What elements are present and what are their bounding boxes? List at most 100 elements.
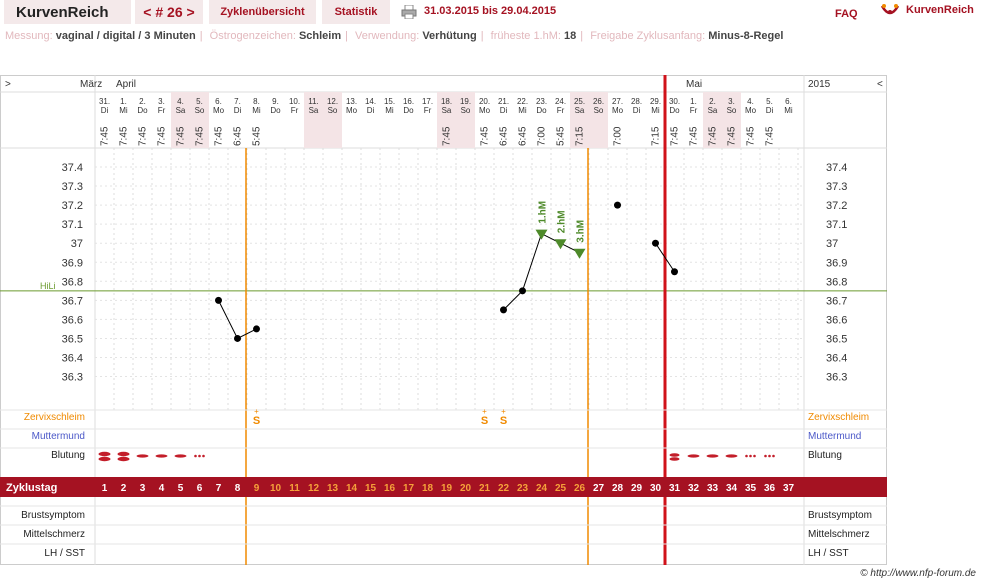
- hili-label: HiLi: [40, 281, 56, 291]
- day-number: 21.: [498, 97, 509, 106]
- day-number: 20.: [479, 97, 490, 106]
- high-marker-label: 1.hM: [538, 201, 549, 224]
- weekend-shade: [171, 92, 190, 148]
- bleeding-heavy-mark: [669, 453, 680, 457]
- y-tick-left: 37.2: [62, 200, 83, 212]
- cervix-mark-sup: +: [482, 407, 487, 416]
- y-tick-right: 36.5: [826, 333, 847, 345]
- row-breast-symptom-label-right: Brustsymptom: [808, 510, 872, 521]
- bleeding-heavy-mark: [98, 456, 111, 462]
- top-bar: KurvenReich < # 26 > Zyklenübersicht Sta…: [0, 0, 981, 26]
- kurvenreich-logo-icon: [880, 4, 900, 15]
- temperature-point: [234, 334, 241, 342]
- cycle-day-number: 34: [726, 483, 738, 494]
- sign-label: Östrogenzeichen:: [209, 30, 296, 42]
- month-label-march: März: [80, 79, 102, 90]
- weekend-shade: [722, 92, 741, 148]
- day-number: 4.: [177, 97, 184, 106]
- measure-time: 7:45: [765, 126, 776, 146]
- cycle-nav-button[interactable]: < # 26 >: [135, 0, 203, 24]
- brand-title: KurvenReich: [16, 4, 109, 21]
- weekday-label: Sa: [708, 106, 718, 115]
- cycle-day-number: 11: [289, 483, 300, 494]
- bleeding-medium-mark: [687, 454, 700, 458]
- cervix-mark: S: [253, 415, 260, 427]
- bleeding-spotting-mark: [202, 454, 205, 458]
- weekday-label: Mo: [612, 106, 624, 115]
- weekend-shade: [570, 92, 589, 148]
- day-number: 3.: [158, 97, 165, 106]
- weekend-shade: [456, 92, 475, 148]
- month-label-may: Mai: [686, 79, 702, 90]
- measure-time: 7:45: [689, 126, 700, 146]
- day-number: 28.: [631, 97, 642, 106]
- temperature-point: [671, 268, 678, 276]
- day-number: 12.: [327, 97, 338, 106]
- bleeding-medium-mark: [174, 454, 187, 458]
- bleeding-spotting-mark: [198, 454, 201, 458]
- y-tick-right: 36.6: [826, 314, 847, 326]
- temperature-point: [215, 296, 222, 304]
- day-number: 24.: [555, 97, 566, 106]
- measure-time: 6:45: [233, 126, 244, 146]
- weekday-label: So: [195, 106, 205, 115]
- cycle-day-number: 7: [216, 483, 222, 494]
- statistics-button[interactable]: Statistik: [322, 0, 390, 24]
- weekend-shade: [304, 92, 323, 148]
- brand-tab[interactable]: KurvenReich: [4, 0, 131, 24]
- y-tick-right: 37.2: [826, 200, 847, 212]
- measure-time: 7:45: [138, 126, 149, 146]
- day-number: 11.: [308, 97, 319, 106]
- weekday-label: Di: [101, 106, 109, 115]
- bleeding-spotting-mark: [768, 454, 771, 458]
- cycle-day-number: 4: [159, 483, 165, 494]
- day-number: 16.: [403, 97, 414, 106]
- cycle-day-number: 33: [707, 483, 719, 494]
- weekday-label: So: [727, 106, 737, 115]
- cycle-day-number: 16: [384, 483, 396, 494]
- day-number: 5.: [766, 97, 773, 106]
- cycle-day-number: 14: [346, 483, 358, 494]
- weekday-label: Sa: [309, 106, 319, 115]
- scroll-left-arrow: >: [5, 79, 11, 90]
- cervix-mark-sup: +: [501, 407, 506, 416]
- y-tick-right: 36.8: [826, 276, 847, 288]
- y-tick-left: 36.5: [62, 333, 83, 345]
- row-mittelschmerz-label-right: Mittelschmerz: [808, 529, 870, 540]
- high-marker-triangle: [554, 239, 567, 250]
- high-marker-label: 2.hM: [557, 210, 568, 233]
- day-number: 2.: [709, 97, 716, 106]
- earliest-label: früheste 1.hM:: [490, 30, 561, 42]
- cycle-overview-button[interactable]: Zyklenübersicht: [209, 0, 316, 24]
- day-number: 1.: [690, 97, 697, 106]
- use-label: Verwendung:: [355, 30, 420, 42]
- day-number: 3.: [728, 97, 735, 106]
- cycle-day-number: 13: [327, 483, 339, 494]
- weekday-label: Mi: [518, 106, 527, 115]
- high-marker-label: 3.hM: [576, 220, 587, 243]
- day-number: 8.: [253, 97, 260, 106]
- row-cervix-opening-label-right: Muttermund: [808, 431, 861, 442]
- cycle-day-number: 5: [178, 483, 184, 494]
- bleeding-heavy-mark: [117, 451, 130, 457]
- faq-link[interactable]: FAQ: [835, 8, 858, 20]
- measure-time: 5:45: [252, 126, 263, 146]
- weekend-shade: [190, 92, 209, 148]
- year-label: 2015: [808, 79, 831, 90]
- y-tick-left: 37.3: [62, 181, 83, 193]
- y-tick-right: 37.3: [826, 181, 847, 193]
- cycle-day-number: 36: [764, 483, 776, 494]
- weekday-label: Mi: [651, 106, 660, 115]
- row-cervix-label-left: Zervixschleim: [24, 412, 85, 423]
- measure-time: 7:45: [727, 126, 738, 146]
- measure-label: Messung:: [5, 30, 53, 42]
- printer-icon[interactable]: [401, 5, 417, 19]
- day-number: 2.: [139, 97, 146, 106]
- cycle-day-number: 30: [650, 483, 662, 494]
- weekday-label: Mo: [745, 106, 757, 115]
- bleeding-medium-mark: [155, 454, 168, 458]
- y-tick-right: 36.4: [826, 353, 847, 365]
- day-number: 1.: [120, 97, 127, 106]
- cycle-day-number: 18: [422, 483, 434, 494]
- cycle-day-number: 29: [631, 483, 643, 494]
